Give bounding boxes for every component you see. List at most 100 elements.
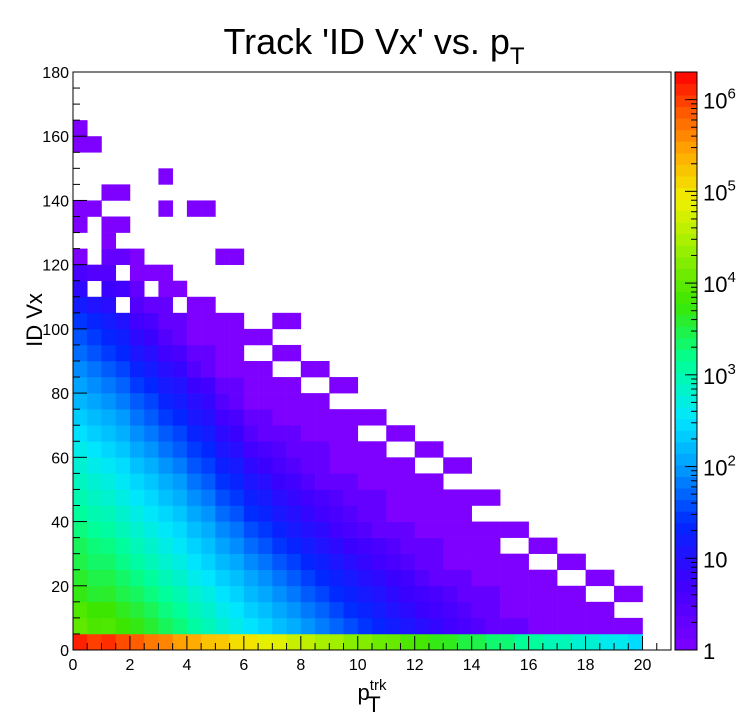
y-tick-label: 40: [51, 515, 69, 532]
heatmap-cell: [272, 601, 287, 619]
heatmap-cell: [229, 553, 245, 571]
heatmap-cell: [243, 441, 259, 458]
heatmap-cell: [144, 377, 159, 394]
heatmap-cell: [201, 537, 216, 554]
heatmap-cell: [115, 361, 131, 378]
heatmap-cell: [300, 601, 316, 619]
heatmap-cell: [87, 457, 102, 474]
heatmap-cell: [343, 521, 359, 538]
heatmap-cell: [172, 473, 188, 490]
heatmap-cell: [186, 505, 202, 522]
heatmap-cell: [343, 633, 359, 651]
heatmap-cell: [115, 425, 131, 442]
heatmap-cell: [372, 601, 387, 619]
palette-segment: [675, 603, 697, 616]
heatmap-cell: [443, 633, 458, 651]
heatmap-cell: [144, 328, 159, 346]
heatmap-cell: [158, 553, 173, 571]
heatmap-cell: [428, 569, 444, 587]
heatmap-cell: [201, 553, 216, 571]
heatmap-cell: [258, 569, 273, 587]
heatmap-cell: [258, 617, 273, 635]
heatmap-cell: [243, 585, 259, 603]
heatmap-cell: [286, 473, 302, 490]
heatmap-cell: [243, 457, 259, 474]
palette-segment: [675, 545, 697, 558]
heatmap-cell: [73, 280, 88, 298]
heatmap-cell: [457, 569, 472, 587]
heatmap-cell: [500, 569, 515, 587]
heatmap-cell: [87, 425, 102, 442]
heatmap-cell: [158, 200, 173, 217]
heatmap-cell: [329, 633, 344, 651]
heatmap-cell: [343, 569, 359, 587]
heatmap-cell: [129, 505, 145, 522]
palette-segment: [675, 303, 697, 316]
heatmap-cell: [243, 377, 259, 394]
heatmap-cell: [258, 505, 273, 522]
heatmap-cell: [129, 328, 145, 346]
x-axis-title: ptrk: [358, 677, 387, 705]
heatmap-cell: [129, 361, 145, 378]
heatmap-cell: [542, 537, 558, 554]
heatmap-cell: [272, 457, 287, 474]
palette-segment: [675, 152, 697, 165]
heatmap-cell: [101, 216, 117, 233]
palette-segment: [675, 534, 697, 547]
heatmap-cell: [386, 505, 401, 522]
heatmap-cell: [386, 425, 401, 442]
heatmap-cell: [101, 280, 117, 298]
heatmap-cell: [286, 312, 302, 330]
heatmap-cell: [357, 569, 373, 587]
x-axis-title-subscript: T: [367, 692, 380, 717]
heatmap-cell: [443, 617, 458, 635]
heatmap-cell: [357, 617, 373, 635]
heatmap-cell: [129, 312, 145, 330]
heatmap-cell: [186, 569, 202, 587]
y-tick-label: 60: [51, 450, 69, 467]
heatmap-cell: [443, 569, 458, 587]
heatmap-cell: [258, 473, 273, 490]
heatmap-cell: [115, 569, 131, 587]
heatmap-cell: [115, 617, 131, 635]
heatmap-cell: [315, 585, 330, 603]
heatmap-cell: [115, 585, 131, 603]
heatmap-cell: [73, 200, 88, 217]
heatmap-cell: [500, 633, 515, 651]
heatmap-cell: [428, 489, 444, 506]
heatmap-cell: [272, 393, 287, 410]
heatmap-cell: [372, 633, 387, 651]
heatmap-cell: [485, 553, 501, 571]
heatmap-cell: [101, 409, 117, 426]
heatmap-cell: [215, 521, 230, 538]
heatmap-cell: [73, 377, 88, 394]
heatmap-cell: [400, 569, 416, 587]
heatmap-cell: [73, 505, 88, 522]
x-tick-label: 20: [634, 657, 652, 674]
color-palette: [674, 71, 698, 651]
heatmap-cell: [229, 537, 245, 554]
heatmap-cell: [528, 617, 544, 635]
heatmap-cell: [386, 553, 401, 571]
heatmap-cell: [557, 601, 572, 619]
palette-segment: [675, 557, 697, 570]
heatmap-cell: [215, 473, 230, 490]
heatmap-cell: [272, 312, 287, 330]
heatmap-cell: [158, 537, 173, 554]
heatmap-cell: [229, 457, 245, 474]
heatmap-cell: [428, 553, 444, 571]
heatmap-cell: [386, 537, 401, 554]
heatmap-cell: [272, 409, 287, 426]
heatmap-cell: [201, 585, 216, 603]
heatmap-cell: [557, 553, 572, 571]
heatmap-cell: [201, 377, 216, 394]
heatmap-cell: [272, 553, 287, 571]
heatmap-cell: [428, 537, 444, 554]
palette-segment: [675, 291, 697, 304]
palette-segment: [675, 522, 697, 535]
heatmap-cell: [243, 505, 259, 522]
heatmap-cell: [129, 377, 145, 394]
heatmap-cell: [485, 489, 501, 506]
heatmap-cell: [215, 489, 230, 506]
heatmap-cell: [215, 312, 230, 330]
